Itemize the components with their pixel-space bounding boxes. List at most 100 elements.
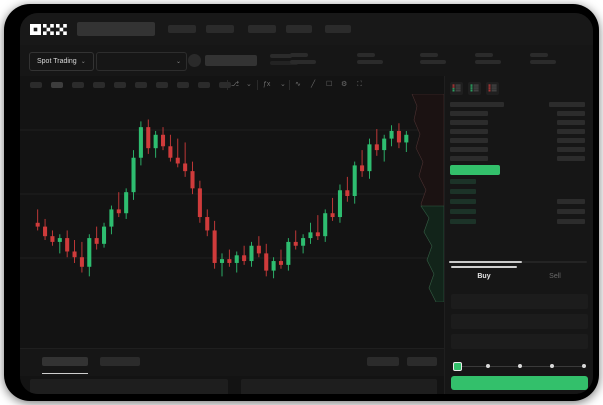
stat-24h-low xyxy=(420,53,446,64)
order-total-field[interactable] xyxy=(451,334,588,349)
orderbook-rows[interactable] xyxy=(445,100,593,227)
slider-node-50[interactable] xyxy=(518,364,522,368)
app-screen: Spot Trading ⌄ ⌄ xyxy=(20,13,593,394)
timeframe-button-2[interactable] xyxy=(51,82,63,88)
camera-icon[interactable]: ☐ xyxy=(326,81,333,88)
chart-toolbar: ⎇ ⌄ ƒx ⌄ ∿ ╱ ☐ ⚙ ⛶ xyxy=(20,76,444,95)
slider-node-75[interactable] xyxy=(550,364,554,368)
orderbook-size xyxy=(557,120,585,125)
order-amount-field[interactable] xyxy=(451,314,588,329)
tab-open-orders[interactable] xyxy=(42,357,88,366)
orderbook-mode-asks[interactable] xyxy=(486,82,499,95)
bottom-panel-right[interactable] xyxy=(241,379,437,394)
orderbook-ask-row[interactable] xyxy=(445,118,593,127)
orderbook-scrollbar[interactable] xyxy=(449,261,587,263)
timeframe-button-7[interactable] xyxy=(156,82,168,88)
order-price-field[interactable] xyxy=(451,294,588,309)
candlestick-chart[interactable] xyxy=(20,93,445,303)
percent-slider[interactable] xyxy=(453,362,587,371)
stat-label xyxy=(357,53,375,57)
bottom-control-2[interactable] xyxy=(407,357,437,366)
trading-pair-select[interactable]: ⌄ xyxy=(96,52,187,71)
tab-sell[interactable]: Sell xyxy=(549,273,561,280)
nav-item-1[interactable] xyxy=(168,25,196,33)
timeframe-button-10[interactable] xyxy=(219,82,231,88)
indicators-icon[interactable]: ƒx xyxy=(263,81,271,88)
orderbook-bid-row[interactable] xyxy=(445,217,593,227)
orderbook-ask-row[interactable] xyxy=(445,100,593,109)
chevron-down-icon[interactable]: ⌄ xyxy=(280,81,286,88)
orderbook-ask-row[interactable] xyxy=(445,136,593,145)
stat-24h-change xyxy=(290,53,316,64)
bottom-panel-left[interactable] xyxy=(30,379,228,394)
fullscreen-icon[interactable]: ⛶ xyxy=(357,81,362,88)
stat-24h-high xyxy=(357,53,383,64)
last-price-fiat xyxy=(270,61,298,65)
orderbook-bid-row[interactable] xyxy=(445,207,593,217)
tab-buy[interactable]: Buy xyxy=(477,273,491,280)
chevron-down-icon[interactable]: ⌄ xyxy=(246,81,252,88)
chart-gridlines xyxy=(20,129,444,259)
timeframe-button-8[interactable] xyxy=(177,82,189,88)
orderbook-ask-row[interactable] xyxy=(445,109,593,118)
toolbar-divider xyxy=(257,80,258,90)
orderbook-bid-row[interactable] xyxy=(445,197,593,207)
drawing-tools-icon[interactable]: ╱ xyxy=(311,81,316,88)
search-input[interactable] xyxy=(77,22,155,36)
stat-label xyxy=(475,53,493,57)
market-type-dropdown[interactable]: Spot Trading ⌄ xyxy=(29,52,94,71)
submit-order-button[interactable] xyxy=(451,376,588,390)
orderbook-ask-row[interactable] xyxy=(445,154,593,163)
bottom-control-1[interactable] xyxy=(367,357,399,366)
orderbook-bid-row[interactable] xyxy=(445,187,593,197)
orderbook-size xyxy=(557,138,585,143)
market-type-label: Spot Trading xyxy=(37,58,77,65)
nav-item-4[interactable] xyxy=(286,25,312,33)
toolbar-divider xyxy=(289,80,290,90)
timeframe-button-6[interactable] xyxy=(135,82,147,88)
slider-node-100[interactable] xyxy=(582,364,586,368)
line-chart-icon[interactable]: ∿ xyxy=(295,81,301,88)
okx-logo-icon[interactable] xyxy=(30,24,68,35)
settings-gear-icon[interactable]: ⚙ xyxy=(341,81,348,88)
tab-active-underline xyxy=(42,373,88,374)
tab-order-history[interactable] xyxy=(100,357,140,366)
orderbook-price xyxy=(450,179,476,184)
top-navigation-bar xyxy=(20,13,593,45)
orderbook-mode-bids[interactable] xyxy=(468,82,481,95)
stat-value xyxy=(530,60,556,64)
nav-item-5[interactable] xyxy=(325,25,351,33)
orderbook-size xyxy=(549,102,585,107)
orders-panels xyxy=(20,376,444,394)
candlestick-type-icon[interactable]: ⎇ xyxy=(231,81,240,88)
orderbook-spread-row[interactable] xyxy=(445,163,593,177)
orderbook-and-trade-column: Buy Sell xyxy=(444,76,593,394)
pair-avatar xyxy=(188,54,201,67)
timeframe-button-5[interactable] xyxy=(114,82,126,88)
orderbook-bid-row[interactable] xyxy=(445,177,593,187)
orderbook-ask-row[interactable] xyxy=(445,127,593,136)
last-price xyxy=(270,54,292,58)
nav-item-2[interactable] xyxy=(206,25,234,33)
slider-node-25[interactable] xyxy=(486,364,490,368)
nav-item-3[interactable] xyxy=(248,25,276,33)
timeframe-button-4[interactable] xyxy=(93,82,105,88)
timeframe-button-9[interactable] xyxy=(198,82,210,88)
orderbook-price xyxy=(450,147,488,152)
stat-label xyxy=(530,53,548,57)
orderbook-ask-row[interactable] xyxy=(445,145,593,154)
timeframe-button-3[interactable] xyxy=(72,82,84,88)
orderbook-size xyxy=(557,111,585,116)
slider-handle[interactable] xyxy=(453,362,462,371)
stat-value xyxy=(290,60,316,64)
chevron-down-icon: ⌄ xyxy=(175,58,181,65)
orderbook-size xyxy=(557,129,585,134)
buy-sell-tabs: Buy Sell xyxy=(445,266,593,288)
volume-histogram xyxy=(20,302,444,348)
orderbook-mode-both[interactable] xyxy=(450,82,463,95)
orderbook-price xyxy=(450,129,488,134)
orderbook-price xyxy=(450,156,488,161)
timeframe-button-1[interactable] xyxy=(30,82,42,88)
pair-name[interactable] xyxy=(205,55,257,66)
